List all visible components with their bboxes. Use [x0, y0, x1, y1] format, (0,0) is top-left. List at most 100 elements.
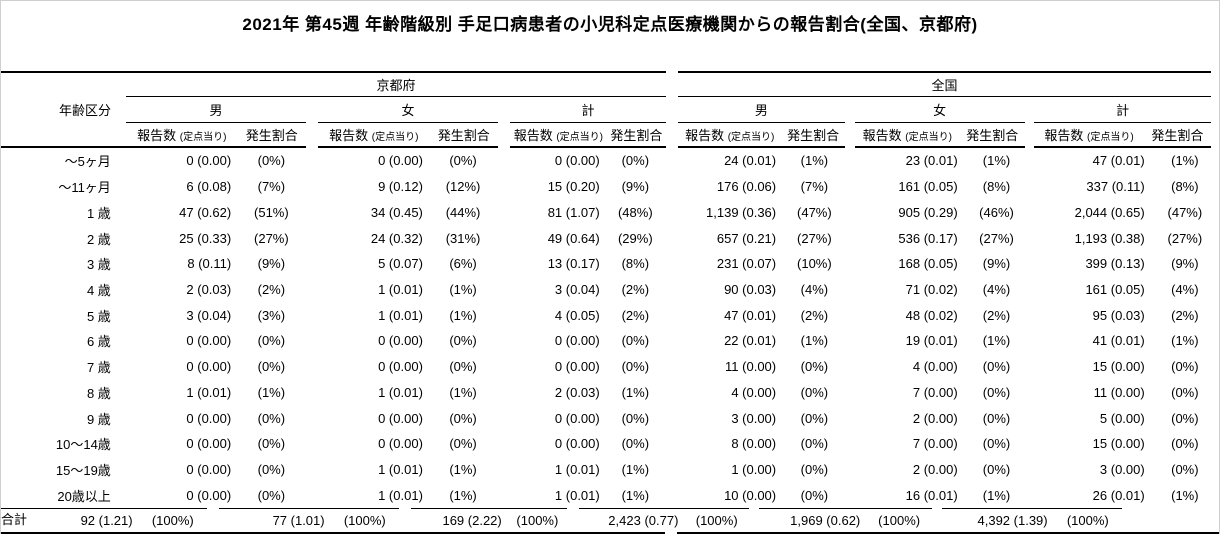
rate-cell: (8%): [621, 256, 650, 272]
data-group-cell: 10 (0.00) (0%): [677, 482, 847, 508]
rate-cell: (0%): [621, 359, 650, 375]
header-gap: [306, 97, 318, 123]
rate-cell: (1%): [1171, 487, 1199, 503]
report-count-cell: 16 (0.01): [905, 487, 958, 503]
report-count-cell: 1 (0.01): [378, 487, 423, 503]
age-label: 〜11ヶ月: [58, 180, 111, 196]
age-label: 10〜14歳: [55, 437, 111, 453]
report-count-cell: 0 (0.00): [186, 461, 232, 477]
header-gap: [498, 123, 510, 148]
data-group-cell: 15 (0.20) (9%): [509, 174, 665, 200]
age-label: 5 歳: [86, 308, 111, 324]
measure-header-cell: 報告数 (定点当り) 発生割合: [126, 123, 306, 148]
report-count-cell: 1,969 (0.62): [790, 513, 861, 528]
report-count-cell: 0 (0.00): [554, 436, 600, 452]
column-gap: [399, 508, 411, 532]
column-gap: [847, 405, 857, 431]
data-group-cell: 11 (0.00) (0%): [677, 354, 847, 380]
data-group-cell: 7 (0.00) (0%): [857, 379, 1030, 405]
column-gap: [1029, 199, 1039, 225]
measure-header-row-kyoto: 報告数 (定点当り) 発生割合 報告数 (定点当り) 発生割合 報告数 (定点当り) 発生…: [126, 123, 666, 148]
report-count-cell: 2 (0.03): [554, 384, 600, 400]
report-count-cell: 2 (0.00): [912, 410, 958, 426]
column-gap: [497, 251, 509, 277]
header-gap: [306, 123, 318, 148]
data-group-cell: 0 (0.00) (0%): [318, 431, 498, 457]
report-count-cell: 3 (0.04): [554, 281, 600, 297]
data-group-cell: 5 (0.07) (6%): [318, 251, 498, 277]
column-gap: [1029, 251, 1039, 277]
column-gap: [497, 277, 509, 303]
report-count-cell: 161 (0.05): [1085, 281, 1145, 297]
column-gap: [1029, 302, 1039, 328]
data-group-cell: 47 (0.01) (1%): [1039, 148, 1219, 174]
report-count-cell: 0 (0.00): [186, 333, 232, 349]
data-group-cell: 0 (0.00) (0%): [509, 405, 665, 431]
age-label: 7 歳: [86, 360, 111, 376]
data-group-cell: 15 (0.00) (0%): [1039, 431, 1219, 457]
age-label: 2 歳: [86, 231, 111, 247]
data-group-cell: 0 (0.00) (0%): [509, 328, 665, 354]
age-column-header: 年齢区分: [1, 71, 126, 148]
data-group-cell: 231 (0.07) (10%): [677, 251, 847, 277]
column-gap: [497, 457, 509, 483]
rate-cell: (0%): [1171, 384, 1199, 400]
table-bottom-border: [1, 532, 1219, 534]
data-group-cell: 0 (0.00) (0%): [509, 148, 665, 174]
rate-cell: (0%): [257, 487, 286, 503]
report-count-cell: 71 (0.02): [905, 281, 958, 297]
bottom-border-right-segment: [676, 532, 1219, 534]
column-gap: [497, 302, 509, 328]
data-group-cell: 47 (0.01) (2%): [677, 302, 847, 328]
rate-cell: (44%): [445, 204, 481, 220]
measure-header-cell: 報告数 (定点当り) 発生割合: [510, 123, 666, 148]
sex-header: 女: [318, 97, 498, 123]
rate-cell: (0%): [449, 333, 477, 349]
report-count-cell: 6 (0.08): [186, 179, 232, 195]
column-gap: [497, 354, 509, 380]
column-gap: [665, 328, 677, 354]
rate-cell: (0%): [800, 410, 829, 426]
report-count-cell: 1 (0.01): [378, 461, 423, 477]
rate-cell: (9%): [257, 256, 286, 272]
table-row: 〜11ヶ月 6 (0.08) (7%) 9 (0.12) (12%) 15 (0.20) (…: [1, 174, 1219, 200]
column-gap: [847, 354, 857, 380]
column-gap: [847, 482, 857, 508]
rate-cell: (0%): [1171, 359, 1199, 375]
report-count-cell: 2,423 (0.77): [608, 513, 679, 528]
age-label: 20歳以上: [57, 488, 111, 504]
rate-cell: (100%): [695, 513, 738, 528]
rate-cell: (7%): [800, 179, 829, 195]
count-header-sub: (定点当り): [371, 132, 419, 143]
column-gap: [665, 148, 677, 174]
table-row: 10〜14歳 0 (0.00) (0%) 0 (0.00) (0%) 0 (0.00) (0…: [1, 431, 1219, 457]
sex-header: 男: [678, 97, 845, 123]
count-header-sub: (定点当り): [179, 132, 227, 143]
column-gap: [665, 199, 677, 225]
column-gap: [497, 225, 509, 251]
count-header-sub: (定点当り): [1087, 132, 1134, 143]
rate-cell: (46%): [979, 204, 1014, 220]
column-gap: [306, 405, 318, 431]
report-title: 2021年 第45週 年齢階級別 手足口病患者の小児科定点医療機関からの報告割合…: [242, 15, 978, 34]
data-group-cell: 47 (0.62) (51%): [126, 199, 306, 225]
data-group-cell: 2 (0.03) (1%): [509, 379, 665, 405]
rate-cell: (1%): [1171, 333, 1199, 349]
rate-header: 発生割合: [610, 128, 663, 143]
data-group-cell: 176 (0.06) (7%): [677, 174, 847, 200]
data-group-cell: 3 (0.00) (0%): [677, 405, 847, 431]
rate-cell: (0%): [257, 153, 286, 169]
report-count-cell: 15 (0.00): [1092, 359, 1145, 375]
report-count-cell: 4 (0.00): [912, 359, 958, 375]
report-count-cell: 2 (0.00): [912, 461, 958, 477]
column-gap: [749, 508, 759, 532]
rate-cell: (47%): [1167, 204, 1203, 220]
column-gap: [306, 174, 318, 200]
data-group-cell: 1 (0.01) (1%): [318, 379, 498, 405]
measure-header-cell: 報告数 (定点当り) 発生割合: [678, 123, 845, 148]
age-label: 15〜19歳: [55, 462, 111, 478]
report-count-cell: 0 (0.00): [186, 436, 232, 452]
data-group-cell: 5 (0.00) (0%): [1039, 405, 1219, 431]
